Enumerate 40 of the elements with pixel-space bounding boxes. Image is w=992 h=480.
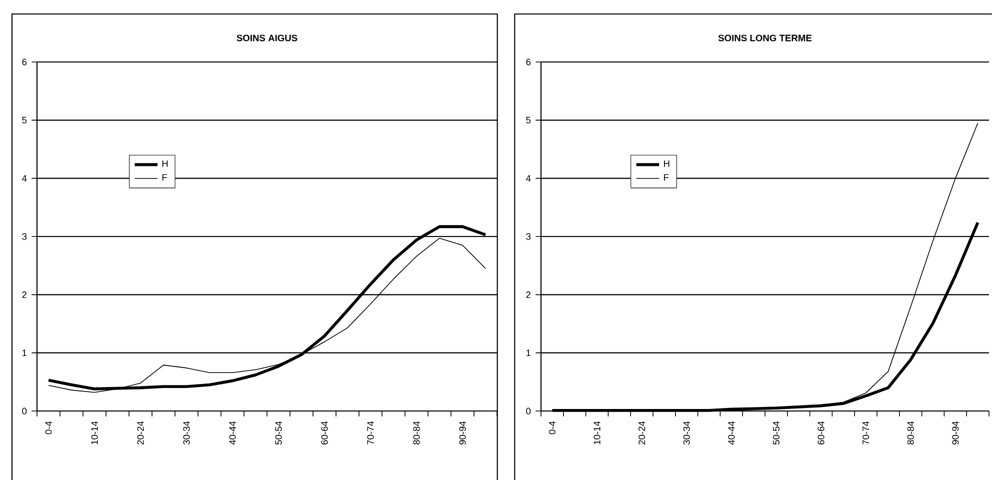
x-tick-label: 50-54: [772, 421, 780, 445]
x-tick-label: 30-34: [183, 421, 190, 445]
x-tick-label: 40-44: [728, 421, 735, 445]
x-tick-label: 60-64: [818, 421, 824, 444]
y-tick-label: 1: [526, 350, 530, 356]
x-tick-label: 80-84: [413, 421, 420, 445]
x-tick-label: 20-24: [137, 421, 144, 444]
x-tick-label: 90-94: [459, 421, 466, 444]
legend-label: H: [664, 160, 670, 167]
y-tick-label: 0: [22, 408, 27, 414]
y-tick-label: 4: [22, 175, 27, 182]
x-tick-label: 90-94: [952, 421, 959, 444]
x-tick-label: 0-4: [548, 421, 556, 434]
legend-label: H: [162, 160, 168, 167]
y-tick-label: 3: [526, 233, 531, 240]
y-tick-label: 6: [526, 58, 531, 66]
y-tick-label: 6: [22, 58, 27, 66]
legend-label: F: [664, 174, 669, 181]
x-tick-label: 10-14: [91, 421, 98, 444]
y-tick-label: 2: [22, 291, 26, 298]
x-tick-label: 70-74: [367, 421, 374, 444]
chart-title: SOINS AIGUS: [236, 34, 298, 42]
y-tick-label: 4: [526, 175, 531, 182]
x-tick-label: 20-24: [638, 421, 646, 444]
y-tick-label: 5: [526, 116, 531, 124]
y-tick-label: 2: [526, 291, 530, 298]
x-tick-label: 70-74: [862, 421, 870, 444]
y-tick-label: 1: [22, 350, 26, 356]
y-tick-label: 3: [22, 233, 27, 240]
x-tick-label: 60-64: [321, 421, 328, 444]
x-tick-label: 10-14: [594, 421, 600, 444]
y-tick-label: 5: [22, 116, 27, 124]
legend-label: F: [162, 174, 167, 181]
x-tick-label: 80-84: [907, 421, 914, 445]
x-tick-label: 40-44: [229, 421, 236, 445]
y-tick-label: 0: [526, 408, 531, 414]
x-tick-label: 0-4: [45, 421, 52, 434]
x-tick-label: 50-54: [275, 421, 282, 445]
chart-title: SOINS LONG TERME: [718, 34, 812, 42]
x-tick-label: 30-34: [683, 421, 690, 445]
